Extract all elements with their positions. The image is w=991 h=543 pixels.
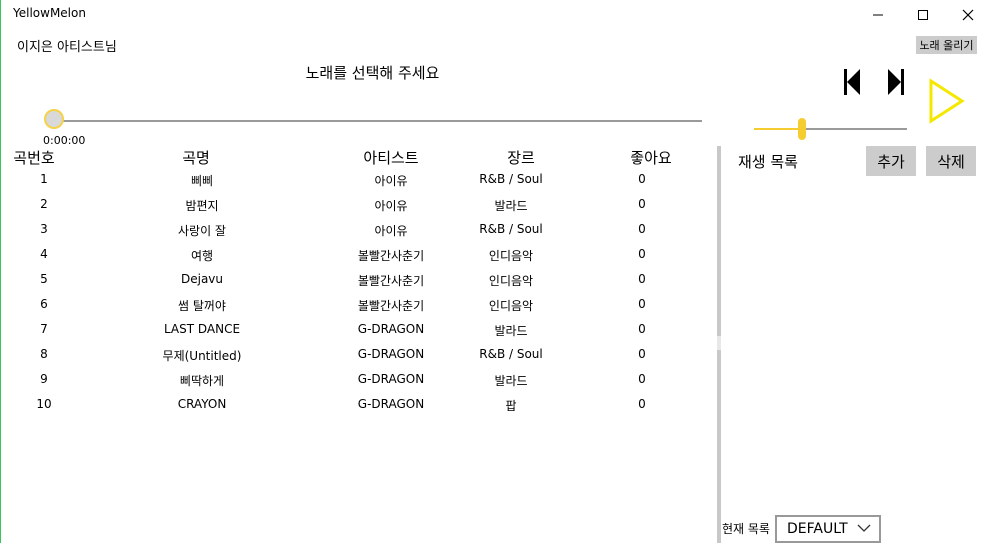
- volume-track[interactable]: [802, 128, 907, 130]
- cell-likes: 0: [638, 297, 646, 311]
- cell-number: 2: [40, 197, 48, 211]
- current-playlist-value: DEFAULT: [787, 521, 848, 537]
- cell-artist: 아이유: [374, 174, 408, 188]
- current-playlist-label: 현재 목록: [722, 522, 770, 536]
- add-to-playlist-button[interactable]: 추가: [866, 146, 916, 176]
- cell-genre: R&B / Soul: [479, 347, 543, 361]
- maximize-icon: [918, 10, 928, 20]
- chevron-down-icon: [857, 524, 871, 532]
- cell-number: 5: [40, 272, 48, 286]
- time-label: 0:00:00: [43, 134, 86, 147]
- close-icon: [962, 9, 974, 21]
- header-song-number[interactable]: 곡번호: [13, 149, 55, 167]
- skip-next-icon: [888, 69, 904, 95]
- cell-genre: R&B / Soul: [479, 222, 543, 236]
- cell-title: LAST DANCE: [163, 322, 241, 336]
- cell-artist: 아이유: [374, 224, 408, 238]
- previous-button[interactable]: [842, 68, 862, 96]
- header-genre[interactable]: 장르: [507, 149, 535, 167]
- cell-genre: R&B / Soul: [479, 172, 543, 186]
- window-border: [0, 0, 1, 543]
- cell-likes: 0: [638, 372, 646, 386]
- cell-number: 3: [40, 222, 48, 236]
- cell-title: 밤편지: [185, 199, 219, 213]
- cell-title: 사랑이 잘: [178, 224, 226, 238]
- upload-song-button[interactable]: 노래 올리기: [916, 36, 977, 54]
- header-likes[interactable]: 좋아요: [630, 149, 672, 167]
- cell-artist: 아이유: [374, 199, 408, 213]
- header-song-title[interactable]: 곡명: [182, 149, 210, 167]
- table-row[interactable]: 9 삐딱하게 G-DRAGON 발라드 0: [0, 372, 714, 397]
- delete-from-playlist-button[interactable]: 삭제: [926, 146, 976, 176]
- cell-number: 7: [40, 322, 48, 336]
- cell-title: CRAYON: [177, 397, 227, 411]
- cell-title: 썸 탈꺼야: [178, 299, 226, 313]
- app-title: YellowMelon: [13, 6, 86, 20]
- close-button[interactable]: [945, 0, 991, 30]
- cell-likes: 0: [638, 222, 646, 236]
- current-playlist-dropdown[interactable]: DEFAULT: [775, 515, 881, 543]
- cell-artist: 볼빨간사춘기: [357, 299, 425, 313]
- maximize-button[interactable]: [900, 0, 946, 30]
- cell-likes: 0: [638, 322, 646, 336]
- progress-thumb[interactable]: [44, 109, 64, 129]
- cell-number: 8: [40, 347, 48, 361]
- minimize-icon: [873, 14, 883, 16]
- cell-artist: 볼빨간사춘기: [357, 249, 425, 263]
- table-row[interactable]: 3 사랑이 잘 아이유 R&B / Soul 0: [0, 222, 714, 247]
- cell-title: Dejavu: [180, 272, 224, 286]
- play-icon: [929, 78, 965, 124]
- cell-title: 무제(Untitled): [162, 349, 242, 363]
- progress-track[interactable]: [56, 120, 702, 122]
- splitter-grip[interactable]: [717, 336, 721, 350]
- cell-genre: 인디음악: [488, 249, 534, 263]
- cell-title: 여행: [190, 249, 214, 263]
- cell-genre: 발라드: [494, 324, 528, 338]
- table-row[interactable]: 8 무제(Untitled) G-DRAGON R&B / Soul 0: [0, 347, 714, 372]
- cell-likes: 0: [638, 397, 646, 411]
- cell-genre: 인디음악: [488, 274, 534, 288]
- skip-previous-icon: [844, 69, 860, 95]
- cell-genre: 인디음악: [488, 299, 534, 313]
- cell-number: 6: [40, 297, 48, 311]
- table-row[interactable]: 4 여행 볼빨간사춘기 인디음악 0: [0, 247, 714, 272]
- table-row[interactable]: 2 밤편지 아이유 발라드 0: [0, 197, 714, 222]
- cell-artist: G-DRAGON: [357, 322, 425, 336]
- volume-track-fill[interactable]: [754, 128, 802, 130]
- user-label: 이지은 아티스트님: [17, 40, 117, 55]
- next-button[interactable]: [886, 68, 906, 96]
- cell-title: 삐삐: [190, 174, 214, 188]
- cell-artist: G-DRAGON: [357, 397, 425, 411]
- volume-thumb[interactable]: [798, 118, 806, 140]
- table-row[interactable]: 6 썸 탈꺼야 볼빨간사춘기 인디음악 0: [0, 297, 714, 322]
- cell-title: 삐딱하게: [179, 374, 225, 388]
- cell-artist: G-DRAGON: [357, 372, 425, 386]
- cell-number: 9: [40, 372, 48, 386]
- playlist-list[interactable]: [730, 182, 980, 507]
- cell-artist: 볼빨간사춘기: [357, 274, 425, 288]
- table-row[interactable]: 1 삐삐 아이유 R&B / Soul 0: [0, 172, 714, 197]
- table-row[interactable]: 10 CRAYON G-DRAGON 팝 0: [0, 397, 714, 422]
- play-button[interactable]: [928, 78, 966, 124]
- now-playing-title: 노래를 선택해 주세요: [305, 64, 440, 82]
- cell-likes: 0: [638, 197, 646, 211]
- cell-artist: G-DRAGON: [357, 347, 425, 361]
- cell-genre: 발라드: [494, 199, 528, 213]
- table-row[interactable]: 5 Dejavu 볼빨간사춘기 인디음악 0: [0, 272, 714, 297]
- header-artist[interactable]: 아티스트: [363, 149, 419, 167]
- cell-likes: 0: [638, 272, 646, 286]
- minimize-button[interactable]: [855, 0, 901, 30]
- table-row[interactable]: 7 LAST DANCE G-DRAGON 발라드 0: [0, 322, 714, 347]
- cell-likes: 0: [638, 172, 646, 186]
- cell-genre: 팝: [505, 399, 517, 413]
- cell-number: 10: [36, 397, 52, 411]
- cell-genre: 발라드: [494, 374, 528, 388]
- cell-likes: 0: [638, 347, 646, 361]
- cell-number: 4: [40, 247, 48, 261]
- cell-likes: 0: [638, 247, 646, 261]
- cell-number: 1: [40, 172, 48, 186]
- playlist-title: 재생 목록: [738, 153, 798, 171]
